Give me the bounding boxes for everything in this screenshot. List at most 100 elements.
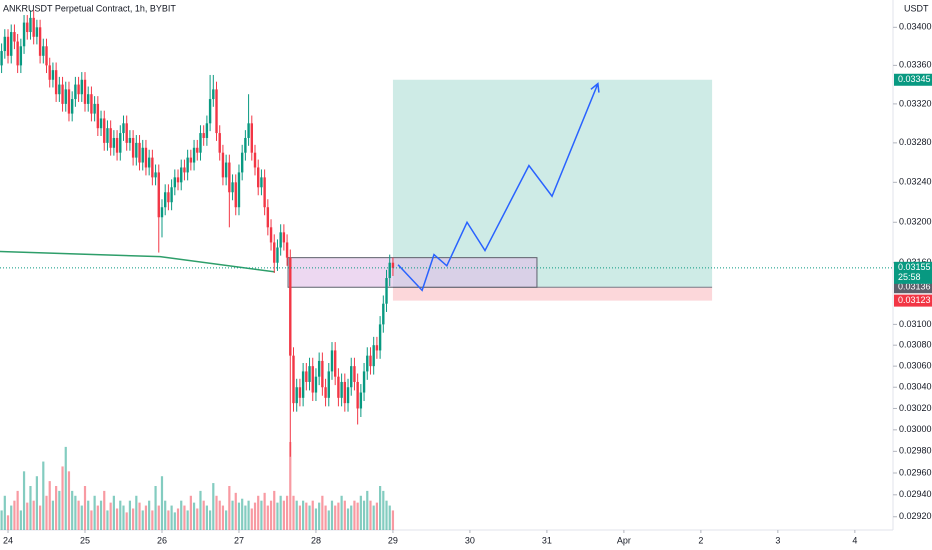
volume-bar xyxy=(221,505,225,530)
candle-body xyxy=(125,123,128,143)
zone-box xyxy=(287,257,538,288)
target-label: 0.03345 xyxy=(898,74,931,84)
candle-body xyxy=(218,133,221,153)
y-tick-label: 0.03240 xyxy=(899,177,932,187)
candle-body xyxy=(292,355,295,404)
candle-body xyxy=(112,137,116,148)
volume-bar xyxy=(318,502,321,530)
volume-bar xyxy=(253,502,257,530)
volume-bar xyxy=(302,500,305,530)
candle-body xyxy=(192,147,196,163)
volume-bar xyxy=(170,505,173,530)
candle-body xyxy=(154,172,157,178)
candle-body xyxy=(13,32,16,42)
volume-bar xyxy=(215,495,218,530)
volume-bar xyxy=(340,495,343,530)
volume-bar xyxy=(154,486,157,530)
candle-body xyxy=(26,22,29,33)
volume-bar xyxy=(295,500,298,530)
volume-bar xyxy=(180,500,183,530)
candle-body xyxy=(343,381,347,404)
y-tick-label: 0.02980 xyxy=(899,446,932,456)
candle-body xyxy=(87,94,90,104)
profit-zone xyxy=(392,79,713,288)
volume-bar xyxy=(103,490,106,530)
y-tick-label: 0.03020 xyxy=(899,403,932,413)
y-tick-label: 0.03060 xyxy=(899,361,932,371)
candle-body xyxy=(199,133,202,153)
volume-bar xyxy=(218,500,221,530)
volume-bar xyxy=(48,481,51,530)
candle-body xyxy=(96,103,100,129)
candle-body xyxy=(196,147,199,153)
candle-body xyxy=(212,89,215,100)
candle-body xyxy=(369,355,372,367)
candle-body xyxy=(353,366,356,382)
candle-body xyxy=(327,371,330,398)
volume-bar xyxy=(388,505,391,530)
volume-bar xyxy=(71,490,74,530)
candle-body xyxy=(244,137,247,153)
volume-bar xyxy=(372,505,375,530)
volume-bar xyxy=(99,500,103,530)
volume-bar xyxy=(38,505,42,530)
volume-bar xyxy=(58,490,61,530)
volume-bar xyxy=(260,500,263,530)
volume-bar xyxy=(132,508,135,530)
countdown: 25:58 xyxy=(898,272,921,282)
candle-body xyxy=(324,387,327,398)
candle-body xyxy=(330,350,334,372)
candle-body xyxy=(80,79,83,95)
volume-bar xyxy=(26,502,29,530)
x-tick-label: 30 xyxy=(465,535,475,545)
volume-bar xyxy=(324,505,327,530)
candle-body xyxy=(173,177,177,188)
candle-body xyxy=(202,133,205,138)
volume-bar xyxy=(208,510,212,530)
volume-bar xyxy=(87,500,90,530)
candle-body xyxy=(301,371,305,398)
candle-body xyxy=(317,360,321,377)
projection-path xyxy=(397,83,599,292)
volume-bar xyxy=(385,500,388,530)
y-tick-label: 0.03040 xyxy=(899,382,932,392)
candle-body xyxy=(205,123,209,138)
volume-bar xyxy=(167,510,170,530)
x-tick-label: 4 xyxy=(852,535,857,545)
y-tick-label: 0.03320 xyxy=(899,98,932,108)
volume-bar xyxy=(250,508,253,530)
volume-bar xyxy=(337,502,340,530)
volume-bar xyxy=(128,500,132,530)
volume-bar xyxy=(276,502,279,530)
candle-body xyxy=(234,182,237,208)
volume-bar xyxy=(160,476,164,530)
candle-body xyxy=(378,324,382,351)
y-tick-label: 0.02940 xyxy=(899,489,932,499)
volume-bar xyxy=(225,510,228,530)
candle-body xyxy=(253,152,257,168)
volume-bar xyxy=(375,502,378,530)
last-price-label-bg xyxy=(894,261,932,284)
volume-bar xyxy=(327,510,330,530)
candle-body xyxy=(176,177,180,183)
last-price-label: 0.03155 xyxy=(898,262,931,272)
candle-body xyxy=(385,278,388,304)
volume-bar xyxy=(269,500,273,530)
x-tick-label: 24 xyxy=(3,535,13,545)
volume-bar xyxy=(19,510,22,530)
loss-zone xyxy=(392,287,713,301)
volume-bar xyxy=(366,490,369,530)
candle-body xyxy=(157,172,160,218)
volume-bar xyxy=(257,495,260,530)
candle-body xyxy=(228,162,231,193)
y-tick-label: 0.03280 xyxy=(899,137,932,147)
candle-body xyxy=(189,157,193,163)
candle-body xyxy=(6,36,10,56)
volume-bar xyxy=(212,483,215,530)
candle-body xyxy=(45,46,48,66)
overlay xyxy=(0,82,893,292)
candle-body xyxy=(119,133,122,153)
volume-bar xyxy=(115,508,119,530)
candle-body xyxy=(42,46,45,56)
volume-bar xyxy=(369,500,372,530)
